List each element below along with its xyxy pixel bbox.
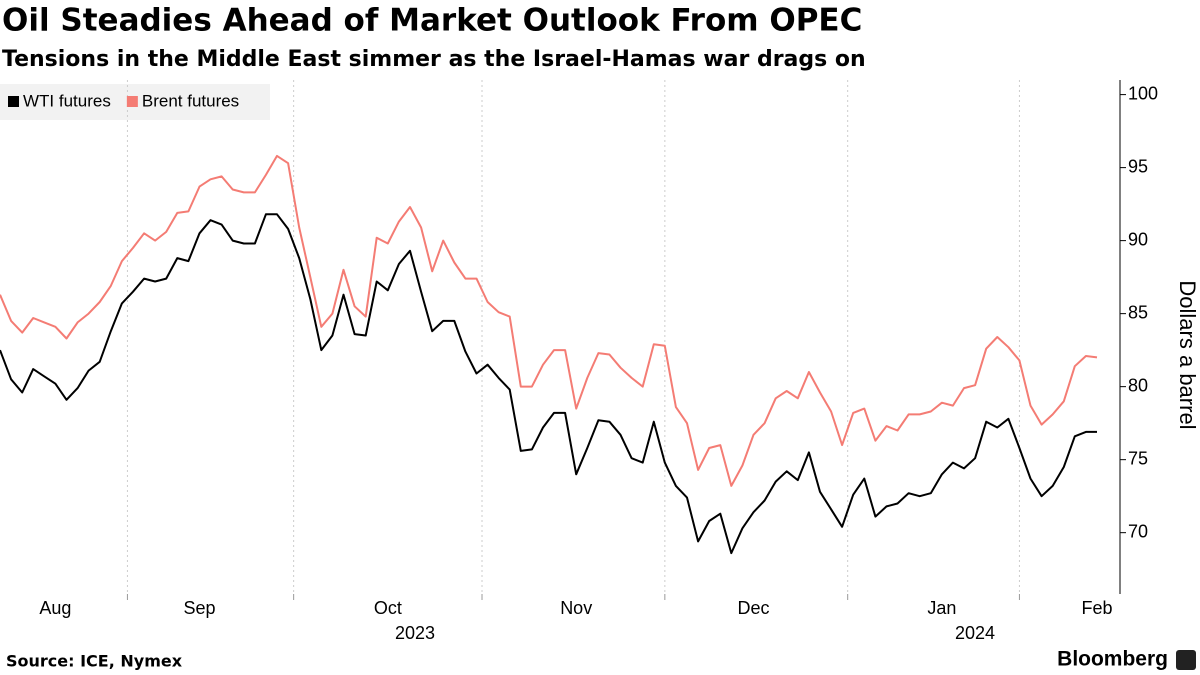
x-tick-label: Feb — [1081, 598, 1112, 618]
legend-swatch — [126, 96, 138, 107]
series-line — [0, 213, 1097, 555]
y-tick-label: 95 — [1128, 156, 1148, 176]
y-axis-label: Dollars a barrel — [1175, 280, 1200, 429]
x-tick-label: Aug — [39, 598, 71, 618]
y-tick-label: 90 — [1128, 229, 1148, 249]
y-tick-label: 70 — [1128, 521, 1148, 541]
year-label: 2024 — [955, 623, 995, 643]
y-tick-label: 75 — [1128, 448, 1148, 468]
chart-subtitle: Tensions in the Middle East simmer as th… — [2, 47, 866, 72]
y-tick-label: 100 — [1128, 83, 1158, 103]
legend-label: WTI futures — [23, 91, 111, 110]
x-tick-label: Sep — [183, 598, 215, 618]
x-tick-label: Oct — [374, 598, 402, 618]
year-label: 2023 — [395, 623, 435, 643]
y-tick-label: 85 — [1128, 302, 1148, 322]
source: Source: ICE, Nymex — [6, 652, 183, 671]
series-line — [0, 154, 1098, 487]
brand: Bloomberg — [1057, 648, 1168, 671]
x-tick-label: Jan — [927, 598, 956, 618]
brand-icon — [1176, 650, 1196, 670]
chart-title: Oil Steadies Ahead of Market Outlook Fro… — [2, 3, 862, 39]
legend-swatch — [8, 96, 19, 107]
x-tick-label: Dec — [737, 598, 769, 618]
legend-label: Brent futures — [142, 91, 239, 110]
y-tick-label: 80 — [1128, 375, 1148, 395]
x-tick-label: Nov — [560, 598, 592, 618]
